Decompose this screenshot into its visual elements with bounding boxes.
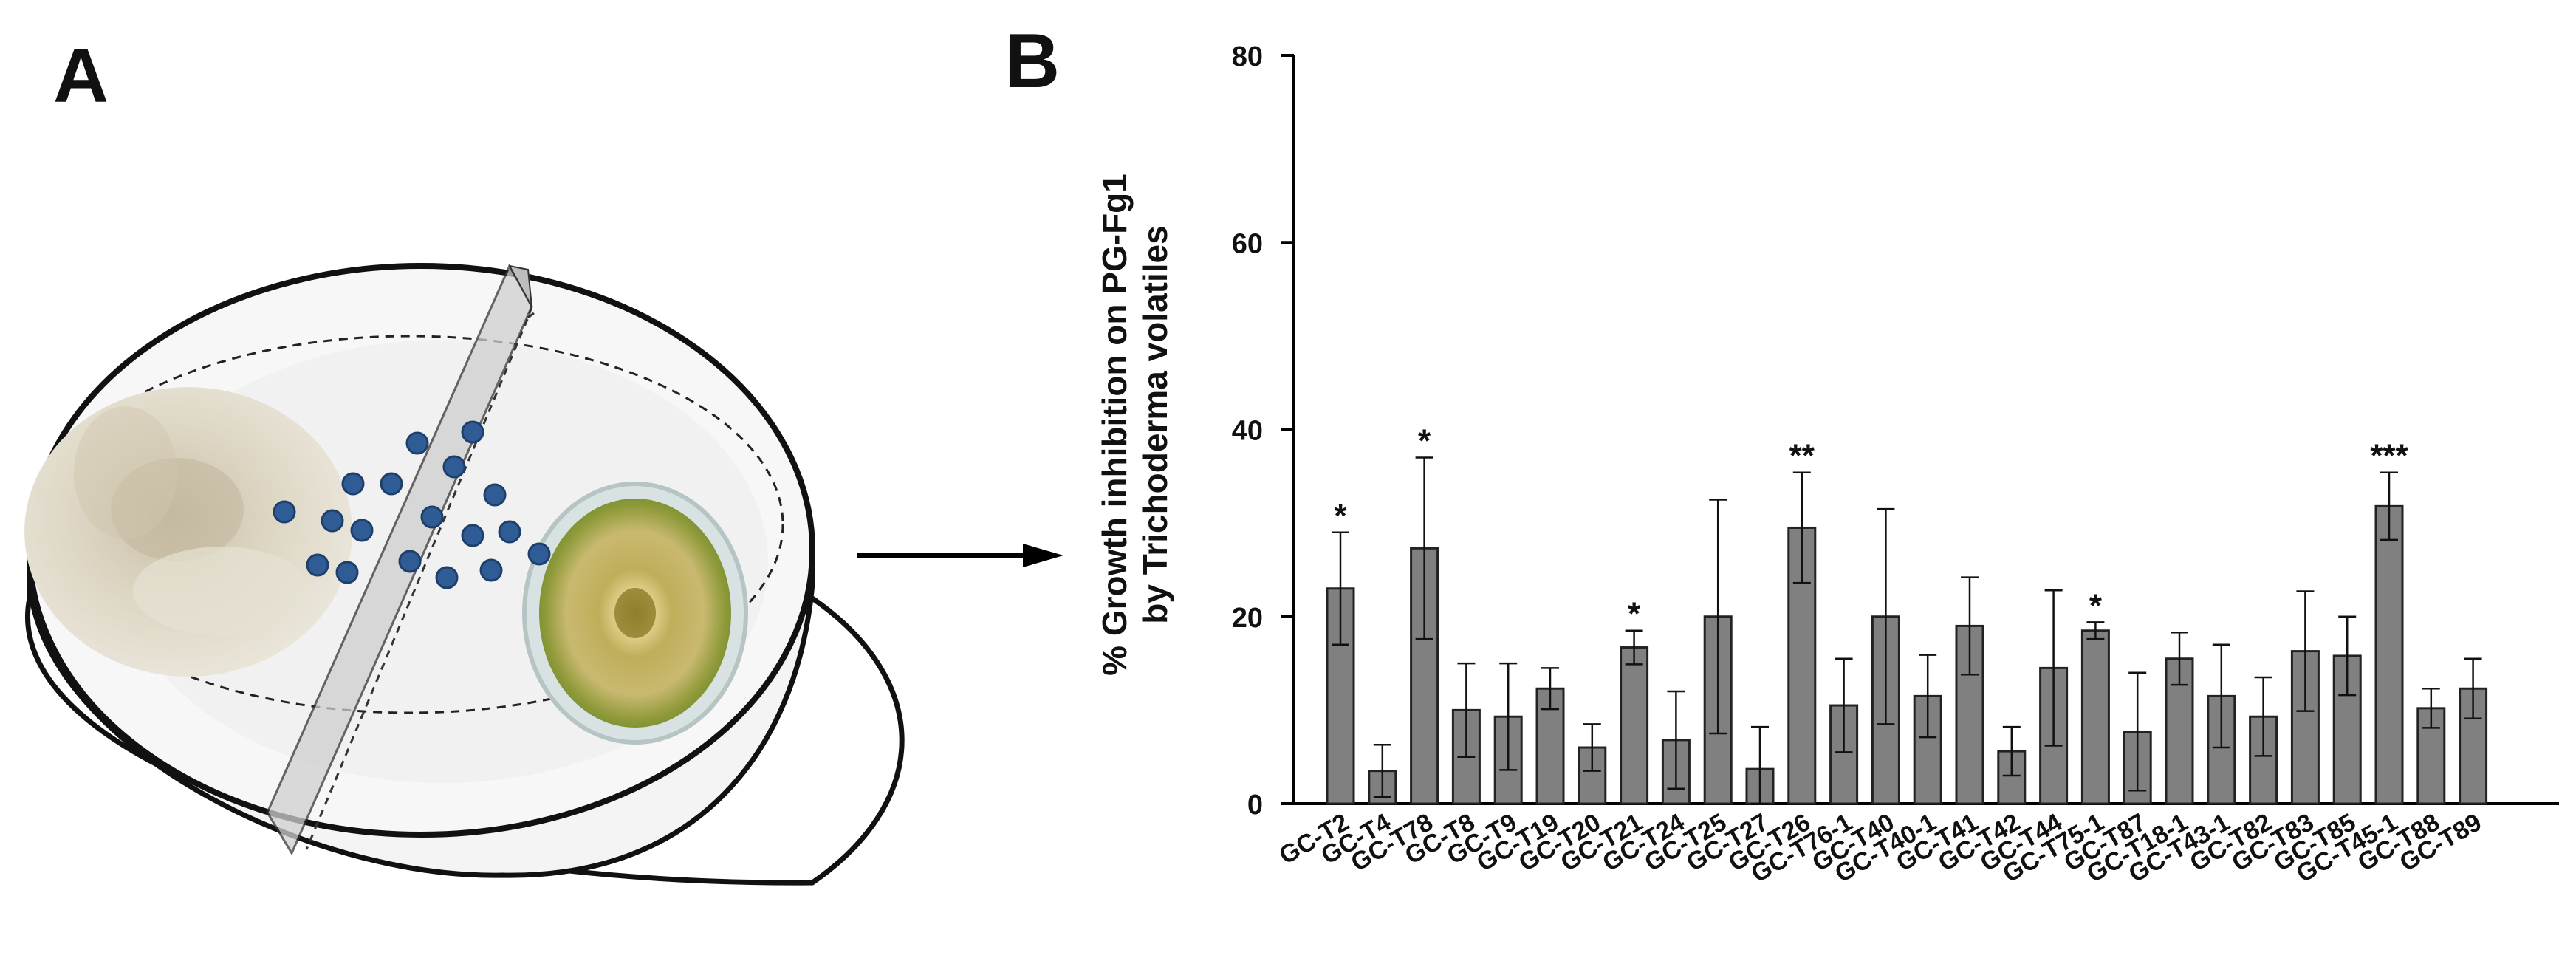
- x-axis-labels: GC-T2GC-T4GC-T78GC-T8GC-T9GC-T19GC-T20GC…: [1275, 808, 2487, 889]
- y-tick-label: 0: [1247, 790, 1263, 821]
- chart-axes: [1292, 55, 2559, 805]
- volatile-dot: [420, 505, 444, 529]
- significance-mark: **: [1789, 438, 1815, 474]
- pathogen-colony: [522, 482, 748, 745]
- significance-mark: *: [2089, 587, 2103, 623]
- volatile-dot: [321, 509, 344, 533]
- y-axis-label-line1: % Growth inhibition on PG-Fg1: [1095, 174, 1134, 676]
- y-axis-label-line2: by Trichoderma volatiles: [1136, 225, 1174, 623]
- volatile-dot: [335, 561, 359, 584]
- bar: [1620, 646, 1649, 805]
- arrow-icon: [857, 544, 1063, 567]
- significance-marks: *********: [1334, 422, 2408, 632]
- bar: [2374, 504, 2404, 805]
- y-tick-label: 40: [1232, 416, 1263, 447]
- volatile-dot: [461, 524, 484, 547]
- panel-a-label: A: [53, 33, 109, 119]
- volatile-dots: [273, 420, 551, 589]
- error-bars: [1332, 456, 2482, 805]
- volatile-dot: [350, 519, 374, 542]
- bar: [1535, 687, 1565, 805]
- significance-mark: *: [1628, 596, 1641, 632]
- volatile-dot: [306, 553, 329, 577]
- volatile-dot: [527, 542, 551, 566]
- volatile-dot: [442, 455, 466, 479]
- y-axis-ticks: 0 20 40 60 80: [1232, 41, 1294, 821]
- significance-mark: *: [1418, 422, 1431, 459]
- significance-mark: *: [1334, 498, 1347, 534]
- bar: [2080, 629, 2110, 805]
- y-tick-label: 80: [1232, 41, 1263, 72]
- volatile-dot: [398, 550, 422, 573]
- volatile-dot: [341, 472, 365, 496]
- volatile-dot: [483, 483, 507, 507]
- volatile-dot: [380, 472, 403, 496]
- volatile-dot: [479, 558, 503, 582]
- volatile-dot: [435, 566, 459, 589]
- significance-mark: ***: [2370, 438, 2408, 474]
- y-tick-label: 20: [1232, 603, 1263, 634]
- trichoderma-colony: [24, 387, 352, 677]
- volatile-dot: [498, 520, 521, 544]
- panel-b-label: B: [1004, 18, 1060, 104]
- inhibition-bar-chart: B % Growth inhibition on PG-Fg1 by Trich…: [1004, 18, 2559, 889]
- volatile-dot: [405, 431, 429, 455]
- y-tick-label: 60: [1232, 228, 1263, 259]
- assay-diagram: A: [24, 33, 1063, 886]
- volatile-dot: [461, 420, 484, 444]
- bar-series: [1326, 504, 2488, 805]
- volatile-dot: [273, 500, 296, 524]
